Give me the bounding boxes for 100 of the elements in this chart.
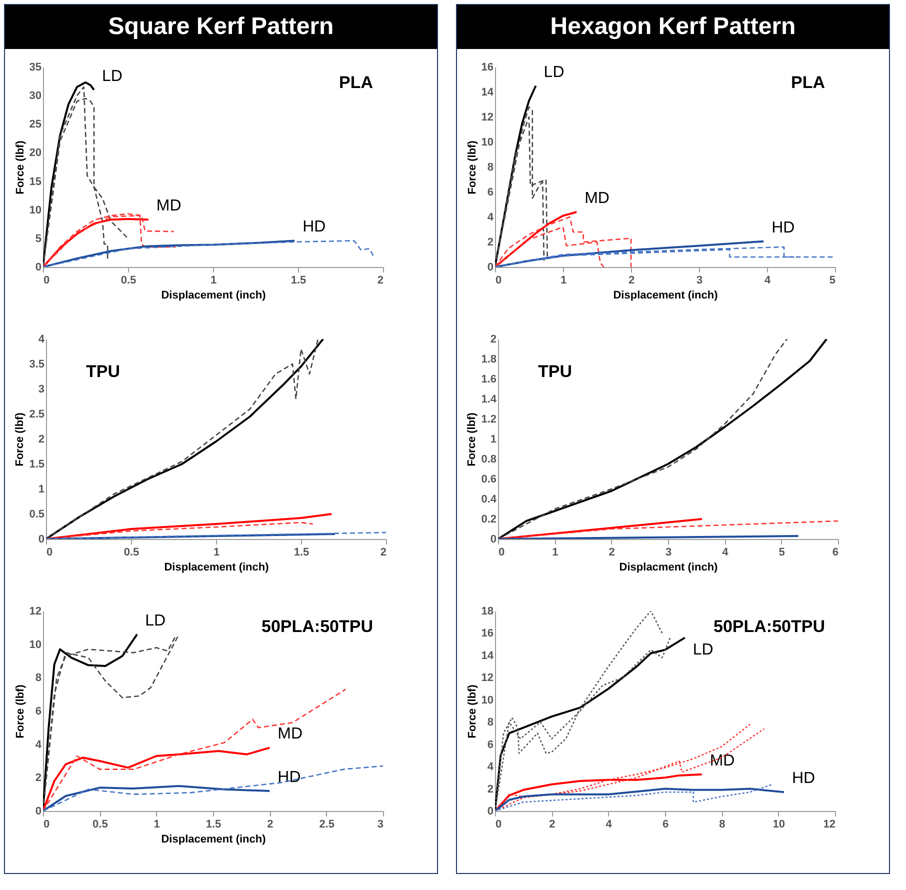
y-tick-label: 12 (481, 672, 494, 684)
x-tick-label: 4 (764, 274, 772, 286)
y-tick-label: 8 (35, 672, 42, 684)
y-tick-label: 4 (35, 738, 42, 751)
y-tick-label: 6 (487, 186, 494, 198)
x-tick-label: 1 (154, 818, 160, 830)
x-tick-label: 2 (267, 818, 274, 830)
x-tick-label: 0.5 (120, 274, 136, 286)
series-label: LD (692, 642, 714, 659)
y-tick-label: 0.4 (481, 494, 498, 506)
chart-title: PLA (791, 73, 825, 92)
x-tick-label: 5 (829, 274, 836, 286)
y-tick-label: 2 (487, 783, 494, 796)
text: TPU (538, 362, 572, 381)
x-tick-label: 1 (560, 274, 567, 286)
y-tick-label: 4 (38, 334, 46, 346)
y-axis-title: Force (lbf) (466, 412, 478, 466)
y-tick-label: 1.8 (481, 354, 496, 366)
y-tick-label: 12 (481, 112, 494, 124)
y-axis-title: Force (lbf) (14, 412, 26, 466)
y-axis-title: Force (lbf) (466, 140, 478, 194)
y-tick-label: 0 (487, 806, 494, 818)
series-label: LD (145, 612, 166, 630)
x-tick-label: 2 (628, 274, 635, 286)
y-tick-label: 0.6 (481, 474, 496, 486)
x-tick-label: 0.5 (92, 818, 108, 830)
y-axis-title: Force (lbf) (14, 684, 26, 738)
text: Hexagon Kerf Pattern (457, 5, 889, 49)
y-tick-label: 30 (29, 90, 42, 102)
y-tick-label: 16 (481, 62, 494, 74)
y-tick-label: 3 (38, 384, 44, 396)
series-label: HD (772, 219, 795, 236)
chart-title: PLA (339, 73, 373, 92)
chart-title: 50PLA:50TPU (262, 617, 373, 636)
y-tick-label: 0 (38, 534, 44, 546)
y-axis-title: Force (lbf) (14, 140, 26, 194)
y-tick-label: 0.8 (481, 454, 496, 466)
y-tick-label: 10 (481, 694, 494, 706)
y-tick-label: 2.5 (29, 408, 44, 420)
y-tick-label: 14 (481, 86, 494, 98)
y-tick-label: 35 (29, 62, 42, 74)
x-tick-label: 2 (377, 274, 384, 286)
series-label: MD (584, 190, 610, 207)
x-tick-label: 0 (46, 546, 53, 558)
x-tick-label: 3 (665, 546, 672, 558)
x-axis-title: Displacment (inch) (619, 562, 718, 574)
y-tick-label: 18 (481, 606, 494, 618)
y-tick-label: 4 (487, 212, 494, 224)
y-axis-title: Force (lbf) (466, 684, 478, 738)
y-tick-label: 2 (490, 334, 496, 346)
y-tick-label: 15 (29, 176, 42, 188)
series-label: HD (792, 770, 816, 788)
y-tick-label: 3.5 (29, 358, 44, 370)
x-tick-label: 1 (552, 546, 558, 558)
x-tick-label: 2 (608, 546, 615, 558)
y-tick-label: 8 (487, 716, 494, 729)
y-tick-label: 14 (481, 650, 494, 662)
y-tick-label: 10 (481, 136, 494, 148)
x-tick-label: 1 (213, 546, 220, 558)
x-tick-label: 5 (778, 546, 785, 558)
x-tick-label: 1.5 (294, 546, 310, 558)
series-label: HD (302, 218, 326, 236)
y-tick-label: 0 (487, 262, 494, 274)
y-tick-label: 1.5 (29, 458, 44, 470)
series-label: HD (278, 769, 301, 786)
x-tick-label: 8 (719, 818, 726, 830)
y-tick-label: 5 (35, 232, 42, 245)
y-tick-label: 8 (487, 162, 494, 174)
x-axis-title: Displacement (inch) (613, 290, 718, 302)
y-tick-label: 0 (35, 262, 42, 274)
text: Square Kerf Pattern (5, 5, 437, 49)
x-tick-label: 2 (380, 546, 386, 558)
x-axis-title: Displacement (inch) (161, 290, 266, 302)
x-tick-label: 6 (832, 546, 838, 558)
y-tick-label: 0 (490, 534, 496, 546)
x-tick-label: 4 (606, 818, 613, 830)
series-label: MD (710, 752, 735, 770)
y-tick-label: 0 (35, 806, 42, 818)
series-label: MD (278, 726, 303, 743)
x-tick-label: 0.5 (124, 546, 140, 558)
y-tick-label: 0.2 (481, 514, 496, 526)
chart-title: 50PLA:50TPU (714, 617, 825, 636)
y-tick-label: 16 (481, 628, 494, 640)
x-tick-label: 12 (823, 818, 836, 830)
text: TPU (86, 362, 120, 381)
x-tick-label: 2.5 (319, 818, 334, 830)
x-tick-label: 3 (377, 818, 384, 830)
y-tick-label: 6 (487, 738, 494, 751)
y-tick-label: 6 (35, 706, 42, 718)
x-tick-label: 3 (696, 274, 703, 286)
y-tick-label: 12 (29, 606, 42, 618)
y-tick-label: 20 (29, 147, 42, 160)
y-tick-label: 10 (29, 638, 42, 651)
x-tick-label: 1.5 (206, 818, 222, 830)
y-tick-label: 0.5 (29, 508, 44, 520)
y-tick-label: 2 (487, 236, 494, 248)
series-label: LD (102, 68, 122, 85)
y-tick-label: 1 (490, 434, 496, 446)
y-tick-label: 1.6 (481, 374, 496, 386)
y-tick-label: 4 (487, 761, 494, 774)
